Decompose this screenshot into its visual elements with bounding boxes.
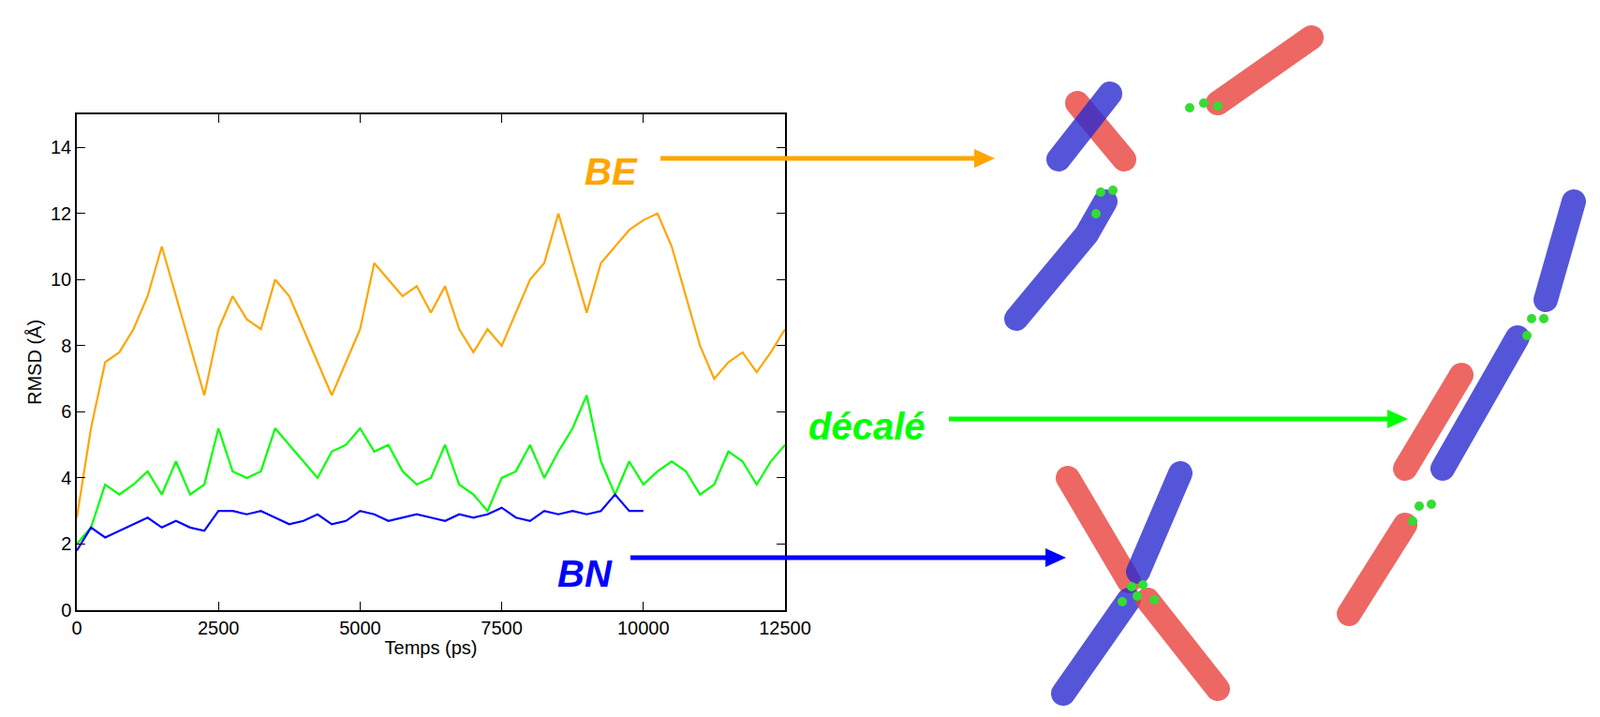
svg-text:BN: BN [557, 552, 613, 594]
svg-text:8: 8 [60, 335, 72, 356]
svg-text:10000: 10000 [617, 617, 670, 638]
svg-text:5000: 5000 [339, 617, 382, 638]
svg-text:10: 10 [50, 268, 72, 290]
svg-text:0: 0 [60, 599, 72, 621]
svg-text:12500: 12500 [758, 617, 812, 638]
svg-text:RMSD (Å): RMSD (Å) [24, 319, 45, 405]
svg-text:7500: 7500 [480, 617, 523, 638]
svg-text:12: 12 [50, 203, 72, 224]
svg-text:BE: BE [584, 150, 638, 193]
svg-text:6: 6 [60, 400, 72, 422]
svg-text:0: 0 [71, 617, 82, 638]
svg-text:14: 14 [50, 136, 72, 158]
svg-text:2500: 2500 [197, 617, 240, 638]
svg-text:4: 4 [60, 467, 72, 489]
svg-text:2: 2 [60, 533, 72, 554]
svg-text:Temps (ps): Temps (ps) [385, 637, 478, 658]
svg-text:décalé: décalé [808, 405, 926, 447]
